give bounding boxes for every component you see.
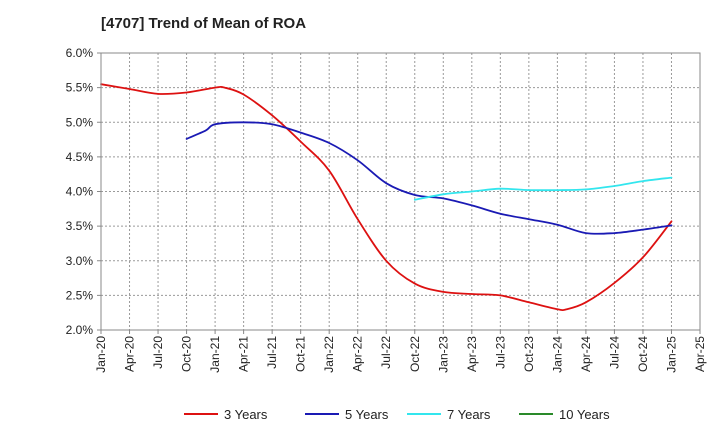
y-tick-label: 6.0% (66, 46, 94, 60)
x-tick-label: Apr-22 (351, 336, 365, 372)
x-axis: Jan-20 Apr-20 Jul-20 Oct-20 Jan-21 Apr-21 Jul-… (94, 330, 707, 373)
x-tick-label: Jan-20 (94, 336, 108, 373)
series-line-7-years (413, 176, 673, 201)
legend-label: 7 Years (447, 407, 491, 422)
x-tick-label: Jul-23 (493, 336, 507, 369)
series-lines (100, 83, 673, 311)
x-tick-label: Apr-25 (693, 336, 707, 372)
x-tick-label: Jan-22 (322, 336, 336, 373)
grid (100, 52, 701, 331)
y-tick-label: 4.0% (66, 185, 94, 199)
plot-frame (100, 52, 701, 331)
x-tick-label: Apr-23 (465, 336, 479, 372)
x-tick-label: Jul-24 (607, 336, 621, 369)
x-tick-label: Oct-22 (408, 336, 422, 372)
y-axis: 2.0% 2.5% 3.0% 3.5% 4.0% 4.5% 5.0% 5.5% 6.0% (66, 46, 101, 337)
y-tick-label: 2.0% (66, 323, 94, 337)
x-tick-label: Oct-24 (636, 336, 650, 372)
chart-title: [4707] Trend of Mean of ROA (101, 15, 307, 32)
legend-label: 10 Years (559, 407, 610, 422)
x-tick-label: Apr-20 (123, 336, 137, 372)
x-tick-label: Jan-25 (664, 336, 678, 373)
x-tick-label: Apr-24 (579, 336, 593, 372)
x-tick-label: Oct-20 (180, 336, 194, 372)
x-tick-label: Apr-21 (237, 336, 251, 372)
x-tick-label: Jan-23 (436, 336, 450, 373)
legend-item-7-years: 7 Years (407, 407, 491, 422)
series-line-5-years (185, 121, 673, 235)
y-tick-label: 3.5% (66, 219, 94, 233)
x-tick-label: Jul-20 (151, 336, 165, 369)
legend-item-10-years: 10 Years (519, 407, 610, 422)
y-tick-label: 3.0% (66, 254, 94, 268)
legend-label: 5 Years (345, 407, 389, 422)
y-tick-label: 5.5% (66, 81, 94, 95)
legend-item-5-years: 5 Years (305, 407, 389, 422)
y-tick-label: 4.5% (66, 150, 94, 164)
y-tick-label: 5.0% (66, 115, 94, 129)
x-tick-label: Oct-21 (294, 336, 308, 372)
x-tick-label: Jan-24 (550, 336, 564, 373)
x-tick-label: Jul-21 (265, 336, 279, 369)
legend: 3 Years 5 Years 7 Years 10 Years (184, 407, 610, 422)
y-tick-label: 2.5% (66, 288, 94, 302)
x-tick-label: Jan-21 (208, 336, 222, 373)
legend-label: 3 Years (224, 407, 268, 422)
x-tick-label: Jul-22 (379, 336, 393, 369)
x-tick-label: Oct-23 (522, 336, 536, 372)
series-line-3-years (100, 83, 673, 311)
legend-item-3-years: 3 Years (184, 407, 268, 422)
